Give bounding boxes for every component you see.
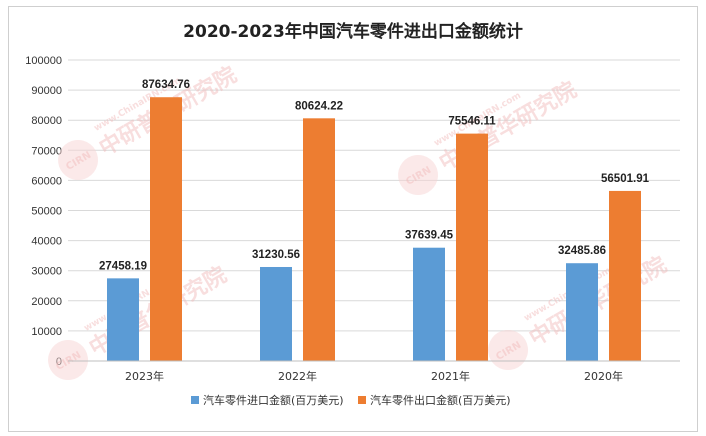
- data-label: 75546.11: [448, 116, 496, 128]
- legend-swatch: [191, 396, 199, 404]
- x-tick-label: 2023年: [125, 369, 164, 383]
- bar-export: [609, 190, 641, 361]
- bar-import: [413, 247, 445, 361]
- bar-import: [107, 278, 139, 361]
- x-tick-label: 2020年: [584, 369, 623, 383]
- data-label: 27458.19: [99, 260, 147, 272]
- watermark-logo: [488, 330, 529, 370]
- y-tick-label: 30000: [31, 266, 62, 278]
- data-label: 80624.22: [295, 100, 343, 112]
- x-tick-label: 2021年: [431, 369, 470, 383]
- y-tick-label: 40000: [31, 236, 62, 248]
- legend-swatch: [358, 396, 366, 404]
- bar-import: [566, 263, 598, 361]
- y-tick-label: 10000: [31, 326, 62, 338]
- data-label: 31230.56: [252, 249, 300, 261]
- chart-title: 2020-2023年中国汽车零件进出口金额统计: [183, 21, 523, 42]
- bar-export: [303, 118, 335, 361]
- y-tick-label: 70000: [31, 145, 62, 157]
- bar-import: [260, 266, 292, 361]
- data-label: 32485.86: [558, 245, 606, 257]
- watermark-logo: [48, 340, 89, 380]
- y-tick-label: 100000: [25, 55, 62, 67]
- y-tick-label: 80000: [31, 115, 62, 127]
- watermark-logo: [398, 155, 439, 195]
- x-axis: 2023年 2022年 2021年 2020年: [68, 360, 680, 383]
- y-tick-label: 60000: [31, 175, 62, 187]
- bar-export: [150, 97, 182, 362]
- y-tick-label: 50000: [31, 206, 62, 218]
- bar-export: [456, 133, 488, 361]
- data-label: 87634.76: [142, 79, 190, 91]
- legend-label: 汽车零件出口金额(百万美元): [370, 393, 511, 407]
- x-tick-label: 2022年: [278, 369, 317, 383]
- y-tick-label: 90000: [31, 85, 62, 97]
- y-axis: 0100002000030000400005000060000700008000…: [25, 55, 62, 368]
- data-label: 56501.91: [601, 173, 650, 185]
- legend: 汽车零件进口金额(百万美元) 汽车零件出口金额(百万美元): [191, 393, 511, 407]
- legend-label: 汽车零件进口金额(百万美元): [203, 393, 344, 407]
- bar-series: 27458.19 87634.76 31230.56 80624.22 37639.45…: [99, 79, 650, 362]
- y-tick-label: 20000: [31, 296, 62, 308]
- watermark-logo: [58, 140, 99, 180]
- data-label: 37639.45: [405, 230, 454, 242]
